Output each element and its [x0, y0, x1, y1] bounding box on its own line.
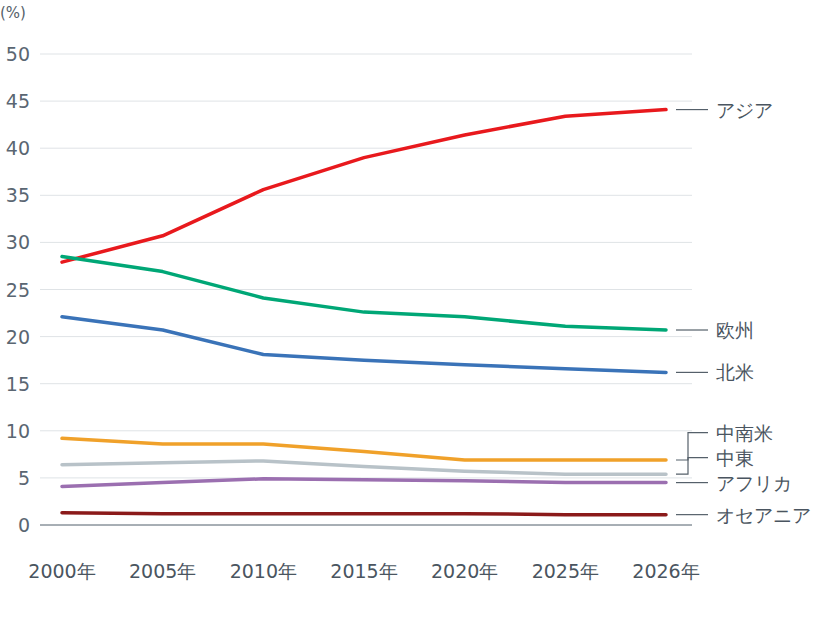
y-tick-label: 50: [6, 43, 30, 65]
y-tick-label: 10: [6, 420, 30, 442]
y-tick-label: 0: [18, 514, 30, 536]
leader-line: [676, 372, 708, 373]
legend-label: アジア: [716, 99, 773, 121]
x-tick-label: 2005年: [129, 560, 196, 582]
grid-line: [40, 430, 692, 431]
y-axis-label: (%): [0, 4, 26, 22]
y-tick-label: 25: [6, 279, 30, 301]
x-tick-label: 2015年: [330, 560, 397, 582]
y-tick-label: 35: [6, 184, 30, 206]
series-lines: [62, 110, 666, 515]
leader-line: [676, 482, 708, 483]
y-tick-label: 30: [6, 231, 30, 253]
leader-line: [676, 433, 708, 460]
leader-line: [676, 109, 708, 110]
leader-line: [676, 329, 708, 330]
grid-line: [40, 148, 692, 149]
legend-label: オセアニア: [716, 504, 811, 526]
series-line: [62, 479, 666, 487]
grid-line: [40, 336, 692, 337]
x-tick-label: 2000年: [28, 560, 95, 582]
grid-line: [40, 54, 692, 55]
series-line: [62, 257, 666, 330]
y-tick-label: 5: [18, 467, 30, 489]
leader-line: [676, 514, 708, 515]
series-line: [62, 317, 666, 373]
grid-line: [40, 195, 692, 196]
legend-label: 中南米: [716, 422, 773, 444]
legend: アジア欧州北米中南米中東アフリカオセアニア: [676, 99, 811, 526]
x-tick-label: 2026年: [632, 560, 699, 582]
legend-label: 中東: [716, 447, 754, 469]
series-line: [62, 110, 666, 263]
grid-line: [40, 289, 692, 290]
leader-line: [676, 458, 708, 475]
x-axis-line: [40, 525, 692, 526]
series-line: [62, 513, 666, 515]
x-tick-label: 2025年: [532, 560, 599, 582]
y-tick-label: 15: [6, 373, 30, 395]
chart: (%) 0 5 10 15 20 25 30 35 40 45 50 2000年 2005年 2010年 20…: [0, 0, 832, 640]
y-tick-label: 40: [6, 137, 30, 159]
x-tick-label: 2020年: [431, 560, 498, 582]
series-line: [62, 438, 666, 460]
legend-label: 欧州: [716, 319, 754, 341]
grid: [40, 54, 692, 525]
grid-line: [40, 383, 692, 384]
legend-label: アフリカ: [716, 472, 792, 494]
y-tick-label: 20: [6, 326, 30, 348]
legend-label: 北米: [716, 361, 754, 383]
x-tick-label: 2010年: [230, 560, 297, 582]
series-line: [62, 461, 666, 474]
grid-line: [40, 101, 692, 102]
y-tick-label: 45: [6, 90, 30, 112]
grid-line: [40, 525, 692, 526]
